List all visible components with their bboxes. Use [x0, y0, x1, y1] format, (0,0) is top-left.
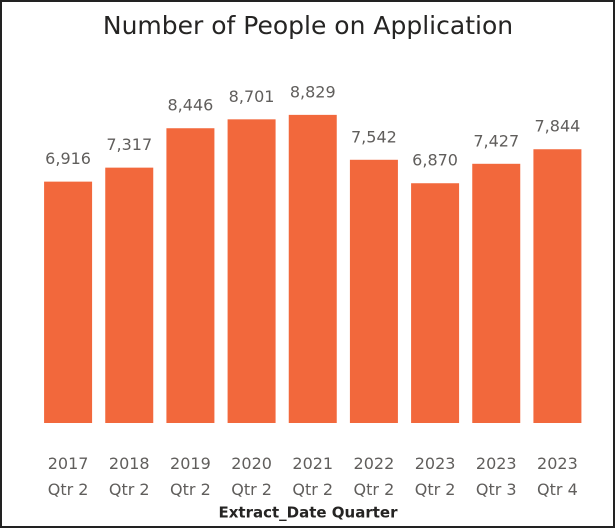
x-tick-label: 2023 Qtr 3	[476, 454, 517, 499]
data-label: 8,701	[229, 87, 275, 106]
x-axis-title: Extract_Date Quarter	[218, 504, 398, 522]
x-tick-label: 2020 Qtr 2	[231, 454, 272, 499]
x-tick-label: 2017 Qtr 2	[48, 454, 89, 499]
x-tick-label: 2019 Qtr 2	[170, 454, 211, 499]
bar	[105, 167, 154, 423]
x-tick-label: 2023 Qtr 4	[537, 454, 578, 499]
bar	[349, 159, 398, 424]
data-label: 7,317	[106, 135, 152, 154]
bar	[227, 119, 276, 424]
bar	[288, 114, 337, 424]
bar	[533, 149, 582, 424]
bar	[44, 181, 93, 423]
bar	[472, 163, 521, 423]
x-tick-label: 2021 Qtr 2	[292, 454, 333, 499]
x-tick-label: 2023 Qtr 2	[415, 454, 456, 499]
data-label: 7,844	[535, 117, 581, 136]
bar	[411, 183, 460, 423]
data-label: 7,427	[473, 131, 519, 150]
data-label: 6,870	[412, 151, 458, 170]
data-label: 8,829	[290, 82, 336, 101]
x-tick-label: 2018 Qtr 2	[109, 454, 150, 499]
data-label: 8,446	[168, 96, 214, 115]
chart-title: Number of People on Application	[103, 11, 513, 40]
x-tick-label: 2022 Qtr 2	[354, 454, 395, 499]
data-label: 7,542	[351, 127, 397, 146]
data-label: 6,916	[45, 149, 91, 168]
bar	[166, 128, 215, 423]
